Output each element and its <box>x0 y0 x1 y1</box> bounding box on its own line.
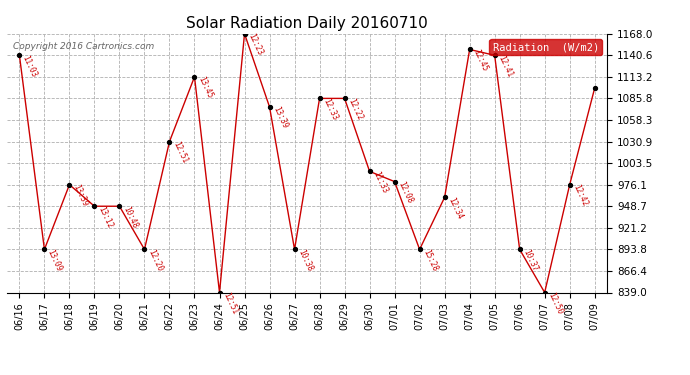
Point <box>39 246 50 252</box>
Text: 13:09: 13:09 <box>46 248 63 273</box>
Text: 12:50: 12:50 <box>546 291 564 316</box>
Point <box>289 246 300 252</box>
Text: 13:45: 13:45 <box>196 75 214 100</box>
Point <box>464 46 475 53</box>
Text: 12:23: 12:23 <box>246 32 264 57</box>
Point <box>14 52 25 58</box>
Point <box>64 182 75 188</box>
Point <box>539 290 550 296</box>
Text: 12:45: 12:45 <box>471 48 489 73</box>
Text: 12:51: 12:51 <box>221 291 239 316</box>
Point <box>489 52 500 58</box>
Point <box>439 194 450 200</box>
Text: 12:20: 12:20 <box>146 248 164 273</box>
Text: 10:37: 10:37 <box>521 248 539 273</box>
Point <box>89 203 100 209</box>
Point <box>114 203 125 209</box>
Text: Copyright 2016 Cartronics.com: Copyright 2016 Cartronics.com <box>13 42 154 51</box>
Point <box>239 31 250 37</box>
Text: 13:39: 13:39 <box>71 183 89 208</box>
Legend: Radiation  (W/m2): Radiation (W/m2) <box>489 39 602 55</box>
Point <box>589 85 600 91</box>
Point <box>414 246 425 252</box>
Point <box>339 95 350 101</box>
Point <box>364 168 375 174</box>
Text: 12:22: 12:22 <box>346 97 364 122</box>
Text: 12:41: 12:41 <box>496 54 514 79</box>
Text: 12:42: 12:42 <box>571 183 589 208</box>
Point <box>189 74 200 80</box>
Text: 13:12: 13:12 <box>96 205 114 230</box>
Text: 12:08: 12:08 <box>396 180 414 205</box>
Point <box>564 182 575 188</box>
Text: 13:39: 13:39 <box>271 105 289 130</box>
Text: 10:38: 10:38 <box>296 248 314 273</box>
Text: 10:48: 10:48 <box>121 205 139 230</box>
Text: 12:34: 12:34 <box>446 196 464 221</box>
Point <box>389 178 400 184</box>
Point <box>164 139 175 145</box>
Title: Solar Radiation Daily 20160710: Solar Radiation Daily 20160710 <box>186 16 428 31</box>
Point <box>514 246 525 252</box>
Text: 15:28: 15:28 <box>421 248 439 273</box>
Text: 12:33: 12:33 <box>321 97 339 122</box>
Text: 11:03: 11:03 <box>21 54 39 79</box>
Text: 12:51: 12:51 <box>171 140 189 165</box>
Point <box>314 95 325 101</box>
Point <box>214 290 225 296</box>
Text: 11:33: 11:33 <box>371 170 389 195</box>
Point <box>139 246 150 252</box>
Point <box>264 104 275 110</box>
